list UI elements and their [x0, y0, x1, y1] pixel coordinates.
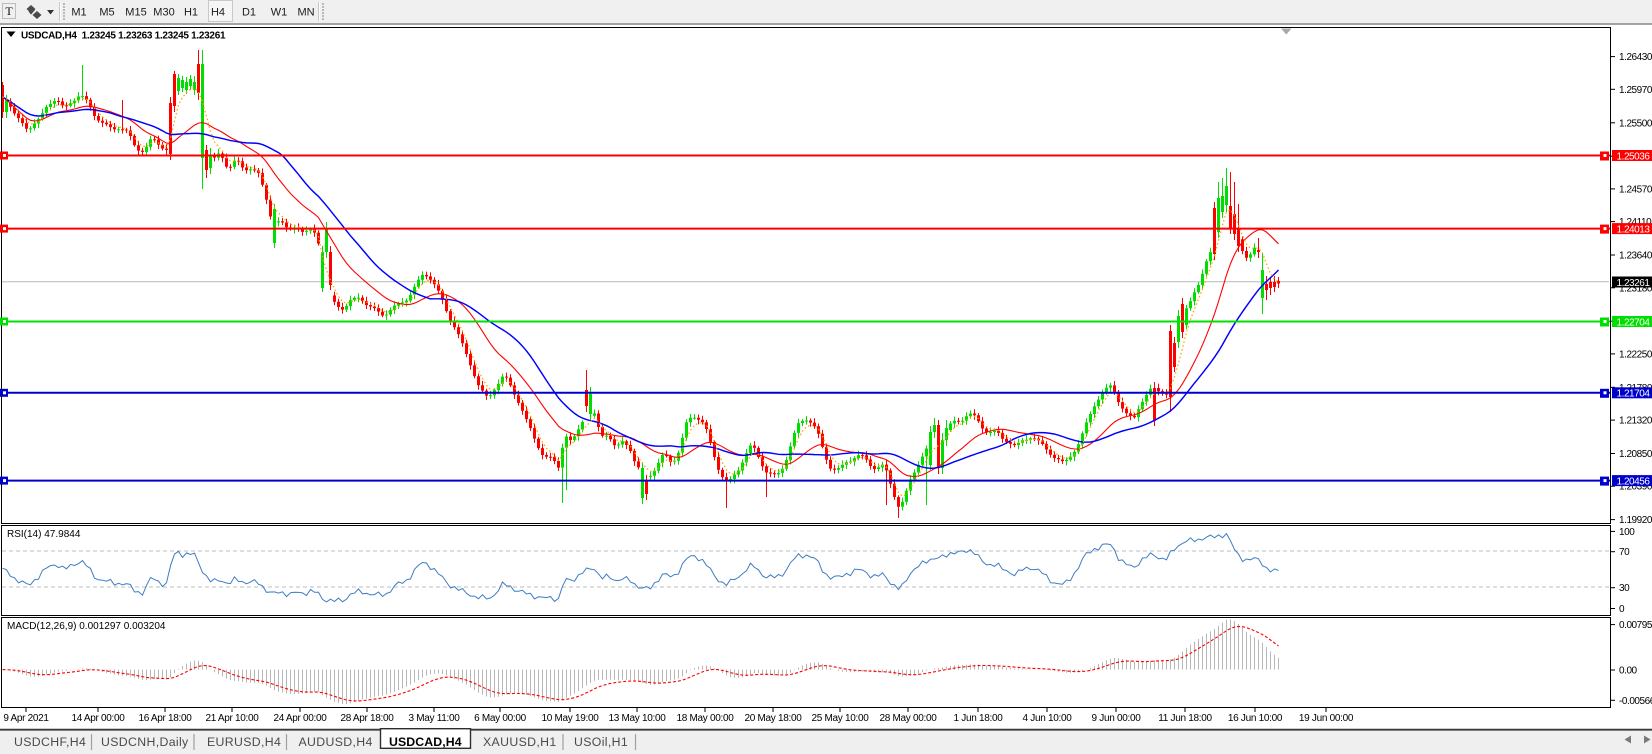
svg-text:M5: M5: [99, 7, 114, 19]
svg-text:W1: W1: [271, 7, 288, 19]
svg-text:13 May 10:00: 13 May 10:00: [609, 713, 667, 724]
svg-text:T: T: [5, 4, 13, 18]
svg-text:19 Jun 00:00: 19 Jun 00:00: [1299, 713, 1354, 724]
svg-text:USDCNH,Daily: USDCNH,Daily: [101, 735, 189, 749]
svg-text:1.20850: 1.20850: [1619, 449, 1652, 460]
svg-text:1.24110: 1.24110: [1619, 217, 1652, 228]
svg-text:1.25036: 1.25036: [1617, 151, 1651, 162]
svg-text:10 May 19:00: 10 May 19:00: [542, 713, 600, 724]
svg-text:1 Jun 18:00: 1 Jun 18:00: [954, 713, 1004, 724]
svg-text:28 May 00:00: 28 May 00:00: [880, 713, 938, 724]
svg-text:14 Apr 00:00: 14 Apr 00:00: [71, 713, 125, 724]
svg-text:1.20390: 1.20390: [1619, 482, 1652, 493]
svg-text:USDCAD,H4: USDCAD,H4: [389, 735, 462, 749]
svg-text:H4: H4: [211, 7, 225, 19]
svg-text:1.22250: 1.22250: [1619, 349, 1652, 360]
svg-text:100: 100: [1619, 527, 1635, 538]
svg-text:USDCHF,H4: USDCHF,H4: [14, 735, 86, 749]
svg-text:M15: M15: [125, 7, 146, 19]
svg-text:MN: MN: [297, 7, 314, 19]
svg-text:0.00: 0.00: [1619, 666, 1638, 677]
svg-text:6 May 00:00: 6 May 00:00: [474, 713, 526, 724]
svg-text:1.25970: 1.25970: [1619, 85, 1652, 96]
svg-text:1.22704: 1.22704: [1617, 317, 1651, 328]
svg-text:1.21320: 1.21320: [1619, 416, 1652, 427]
svg-text:1.21704: 1.21704: [1617, 389, 1651, 400]
svg-text:9 Apr 2021: 9 Apr 2021: [3, 713, 49, 724]
svg-text:1.23261: 1.23261: [1617, 278, 1651, 289]
svg-text:EURUSD,H4: EURUSD,H4: [207, 735, 281, 749]
svg-text:28 Apr 18:00: 28 Apr 18:00: [340, 713, 394, 724]
svg-text:9 Jun 00:00: 9 Jun 00:00: [1092, 713, 1142, 724]
svg-text:21 Apr 10:00: 21 Apr 10:00: [205, 713, 259, 724]
svg-text:D1: D1: [242, 7, 256, 19]
svg-text:1.25500: 1.25500: [1619, 118, 1652, 129]
svg-text:18 May 00:00: 18 May 00:00: [677, 713, 735, 724]
svg-text:1.24013: 1.24013: [1617, 224, 1651, 235]
svg-text:25 May 10:00: 25 May 10:00: [812, 713, 870, 724]
svg-text:M1: M1: [71, 7, 86, 19]
svg-text:RSI(14) 47.9844: RSI(14) 47.9844: [7, 529, 81, 540]
svg-text:3 May 11:00: 3 May 11:00: [409, 713, 461, 724]
svg-text:11 Jun 18:00: 11 Jun 18:00: [1158, 713, 1212, 724]
svg-text:0: 0: [1619, 604, 1625, 615]
svg-text:1.20456: 1.20456: [1617, 476, 1651, 487]
svg-text:1.23640: 1.23640: [1619, 251, 1652, 262]
svg-text:16 Apr 18:00: 16 Apr 18:00: [138, 713, 192, 724]
svg-text:1.24570: 1.24570: [1619, 184, 1652, 195]
svg-text:24 Apr 00:00: 24 Apr 00:00: [273, 713, 327, 724]
svg-text:4 Jun 10:00: 4 Jun 10:00: [1023, 713, 1073, 724]
svg-text:M30: M30: [153, 7, 174, 19]
svg-text:1.26430: 1.26430: [1619, 52, 1652, 63]
svg-text:MACD(12,26,9) 0.001297 0.00320: MACD(12,26,9) 0.001297 0.003204: [7, 621, 166, 632]
svg-text:H1: H1: [184, 7, 198, 19]
svg-text:XAUUSD,H1: XAUUSD,H1: [483, 735, 557, 749]
svg-text:AUDUSD,H4: AUDUSD,H4: [299, 735, 373, 749]
svg-text:30: 30: [1619, 583, 1630, 594]
svg-text:USOil,H1: USOil,H1: [574, 735, 628, 749]
svg-text:16 Jun 10:00: 16 Jun 10:00: [1228, 713, 1283, 724]
svg-text:70: 70: [1619, 547, 1630, 558]
svg-text:0.007959: 0.007959: [1619, 620, 1652, 631]
svg-text:1.19920: 1.19920: [1619, 515, 1652, 526]
svg-text:-0.005663: -0.005663: [1619, 696, 1652, 707]
svg-text:1.23180: 1.23180: [1619, 283, 1652, 294]
svg-text:20 May 18:00: 20 May 18:00: [745, 713, 803, 724]
svg-text:USDCAD,H4 1.23245 1.23263 1.2: USDCAD,H4 1.23245 1.23263 1.23245 1.2326…: [21, 31, 226, 42]
